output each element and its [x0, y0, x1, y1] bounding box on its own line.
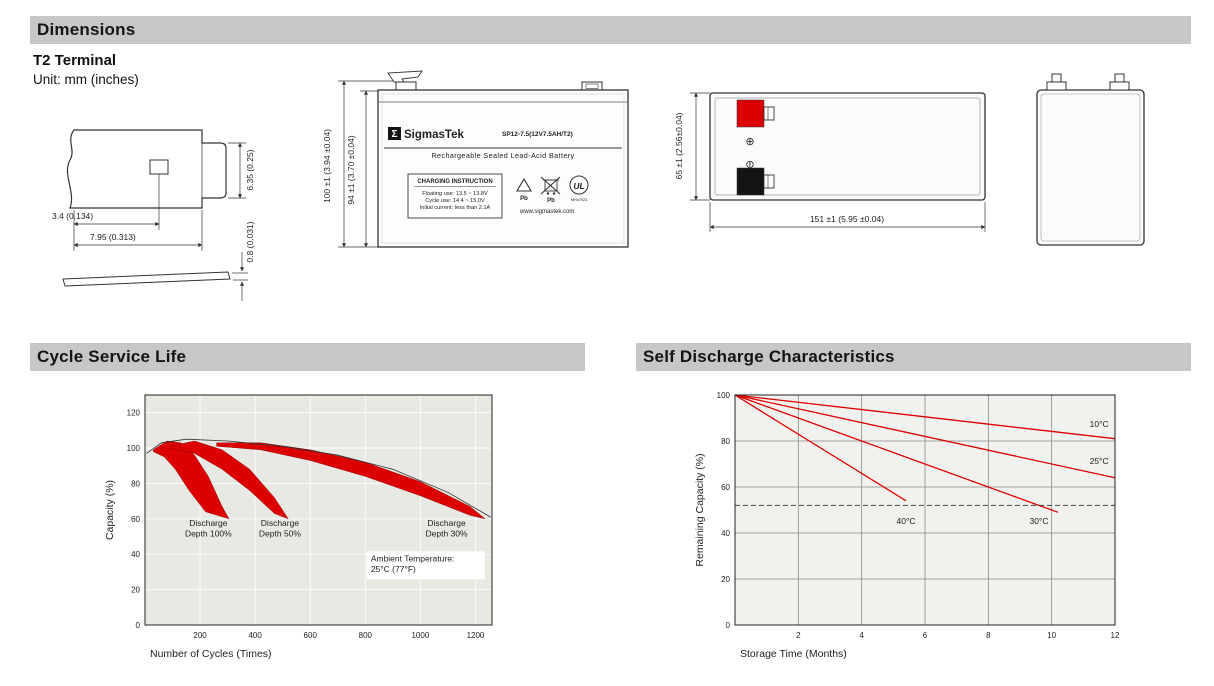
svg-text:60: 60	[131, 515, 140, 524]
svg-text:UL: UL	[573, 181, 584, 191]
svg-text:20: 20	[721, 575, 730, 584]
front-terminal-left	[395, 81, 417, 91]
svg-text:25°C: 25°C	[1090, 456, 1109, 466]
terminal-thickness-view	[62, 252, 248, 301]
t2-terminal-drawing: 3.4 (0.134) 7.95 (0.313) 6.35 (0.25) 0.8…	[52, 129, 255, 301]
ul-file-number: MH47923	[571, 198, 587, 202]
brand-name: SigmasTek	[404, 129, 464, 141]
website-text: www.sigmastek.com	[519, 209, 574, 215]
battery-type-line: Rechargeable Sealed Lead-Acid Battery	[431, 151, 574, 160]
svg-text:Storage Time (Months): Storage Time (Months)	[740, 648, 847, 660]
model-number: SP12-7.5(12V7.5AH/T2)	[502, 131, 573, 138]
svg-text:40: 40	[721, 529, 730, 538]
dim-height-100: 100 ±1 (3.94 ±0.04)	[322, 129, 332, 203]
terminal-blade	[387, 70, 423, 83]
section-header-self-discharge: Self Discharge Characteristics	[636, 343, 1191, 371]
battery-side-case: ⊕ ⊖	[709, 92, 986, 201]
svg-text:Capacity (%): Capacity (%)	[104, 480, 116, 540]
svg-text:40°C: 40°C	[897, 516, 916, 526]
front-label: Σ SigmasTek SP12-7.5(12V7.5AH/T2) Rechar…	[384, 127, 622, 219]
svg-text:8: 8	[986, 631, 991, 640]
svg-text:Remaining Capacity (%): Remaining Capacity (%)	[694, 453, 706, 566]
crossed-bin-pb-icon: Pb	[540, 176, 561, 204]
battery-side-view: 65 ±1 (2.56±0.04) 151 ±1 (5.95 ±0.04) ⊕ …	[674, 92, 986, 232]
charging-line-2: Cycle use: 14.4 ~ 15.0V	[425, 198, 485, 204]
unit-note: Unit: mm (inches)	[33, 72, 139, 87]
svg-text:200: 200	[193, 631, 207, 640]
terminal-plate	[66, 129, 227, 209]
front-dimension-lines	[338, 80, 398, 248]
charging-instruction-box: CHARGING INSTRUCTION Floating use: 13.5 …	[407, 173, 503, 219]
terminal-type-label: T2 Terminal	[33, 52, 117, 69]
battery-front-case	[377, 70, 629, 248]
svg-text:20: 20	[131, 586, 140, 595]
self-discharge-chart: 2 4 6 8 10 12 0 20 40 60 80 100 10°C 25°C 40°C 30°C Stor…	[694, 391, 1120, 660]
svg-text:40: 40	[131, 550, 140, 559]
battery-end-view	[1036, 73, 1145, 246]
svg-text:100: 100	[127, 444, 141, 453]
dim-length-151: 151 ±1 (5.95 ±0.04)	[810, 214, 884, 224]
svg-text:400: 400	[248, 631, 262, 640]
recycle-pb-icon: Pb	[516, 177, 532, 202]
dim-height-94: 94 ±1 (3.70 ±0.04)	[346, 135, 356, 205]
svg-text:1200: 1200	[467, 631, 485, 640]
cycle-life-title: Cycle Service Life	[37, 347, 187, 366]
terminal-hole	[149, 159, 169, 175]
battery-front-view: 100 ±1 (3.94 ±0.04) 94 ±1 (3.70 ±0.04) Σ…	[322, 70, 629, 248]
dim-tab-offset: 3.4 (0.134)	[52, 211, 93, 221]
svg-text:Number of Cycles (Times): Number of Cycles (Times)	[150, 648, 272, 660]
sigma-glyph: Σ	[391, 129, 397, 140]
svg-text:4: 4	[859, 631, 864, 640]
svg-text:30°C: 30°C	[1030, 516, 1049, 526]
svg-text:10°C: 10°C	[1090, 419, 1109, 429]
terminal-dimension-lines	[73, 142, 246, 251]
svg-text:6: 6	[923, 631, 928, 640]
svg-text:100: 100	[717, 391, 731, 400]
negative-terminal-marker	[736, 167, 765, 196]
dim-height-65: 65 ±1 (2.56±0.04)	[674, 112, 684, 179]
dim-tab-height: 6.35 (0.25)	[245, 149, 255, 190]
svg-text:80: 80	[131, 479, 140, 488]
charging-line-3: Initial current: less than 2.1A	[420, 205, 491, 211]
svg-text:Pb: Pb	[547, 198, 555, 204]
section-header-cycle-life: Cycle Service Life	[30, 343, 585, 371]
charging-title: CHARGING INSTRUCTION	[417, 179, 492, 185]
end-terminal-left	[1046, 73, 1067, 91]
svg-text:12: 12	[1111, 631, 1120, 640]
ul-mark-icon: UL MH47923	[569, 175, 589, 202]
svg-text:10: 10	[1047, 631, 1056, 640]
charging-line-1: Floating use: 13.5 ~ 13.8V	[422, 191, 488, 197]
svg-text:60: 60	[721, 483, 730, 492]
dim-tab-thickness: 0.8 (0.031)	[245, 221, 255, 262]
svg-text:0: 0	[136, 621, 141, 630]
sigma-logo-box	[388, 127, 401, 140]
end-terminal-right	[1109, 73, 1130, 91]
svg-text:800: 800	[359, 631, 373, 640]
section-header-dimensions: Dimensions	[30, 16, 1191, 44]
svg-text:1000: 1000	[411, 631, 429, 640]
self-discharge-title: Self Discharge Characteristics	[643, 347, 895, 366]
svg-text:600: 600	[304, 631, 318, 640]
dimensions-title: Dimensions	[37, 20, 136, 39]
svg-text:80: 80	[721, 437, 730, 446]
svg-text:Ambient Temperature:25°C (77°F: Ambient Temperature: 25°C (77°F)	[371, 553, 454, 574]
side-dimension-lines	[690, 92, 986, 232]
svg-text:0: 0	[726, 621, 731, 630]
plus-symbol: ⊕	[745, 136, 754, 148]
svg-text:2: 2	[796, 631, 801, 640]
positive-terminal-marker	[736, 99, 765, 128]
svg-text:Pb: Pb	[520, 196, 528, 202]
svg-text:120: 120	[127, 409, 141, 418]
end-view-case	[1036, 73, 1145, 246]
dim-tab-width: 7.95 (0.313)	[90, 232, 136, 242]
minus-symbol: ⊖	[744, 160, 756, 169]
front-terminal-right	[581, 81, 603, 91]
cycle-service-life-chart: 200 400 600 800 1000 1200 0 20 40 60 80 100 120 Disch…	[104, 394, 493, 660]
